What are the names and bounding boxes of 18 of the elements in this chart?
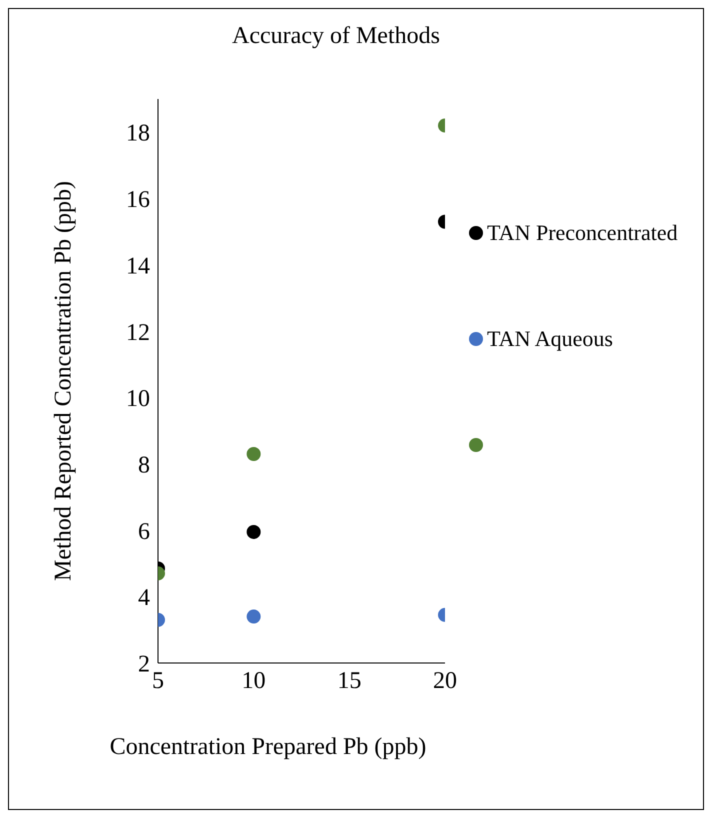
y-tick-label: 4 bbox=[138, 585, 150, 612]
y-tick-label: 2 bbox=[138, 652, 150, 678]
x-axis-title: Concentration Prepared Pb (ppb) bbox=[109, 733, 427, 762]
x-tick-label: 20 bbox=[433, 668, 457, 694]
x-tick-label: 5 bbox=[152, 668, 164, 694]
y-tick-label: 8 bbox=[138, 452, 150, 478]
y-tick-label: 10 bbox=[126, 386, 150, 412]
y-tick-label: 16 bbox=[126, 187, 150, 214]
legend-label: TAN Aqueous bbox=[487, 325, 613, 353]
y-axis-title: Method Reported Concentration Pb (ppb) bbox=[50, 181, 77, 581]
legend-label: TAN Preconcentrated bbox=[487, 219, 678, 247]
y-tick-label: 14 bbox=[126, 253, 150, 280]
y-tick-label: 6 bbox=[138, 518, 150, 545]
y-tick-label: 12 bbox=[126, 320, 150, 346]
y-tick-label: 18 bbox=[126, 120, 150, 147]
chart-title: Accuracy of Methods bbox=[231, 23, 441, 50]
x-tick-label: 15 bbox=[337, 668, 362, 694]
x-tick-label: 10 bbox=[242, 668, 266, 694]
